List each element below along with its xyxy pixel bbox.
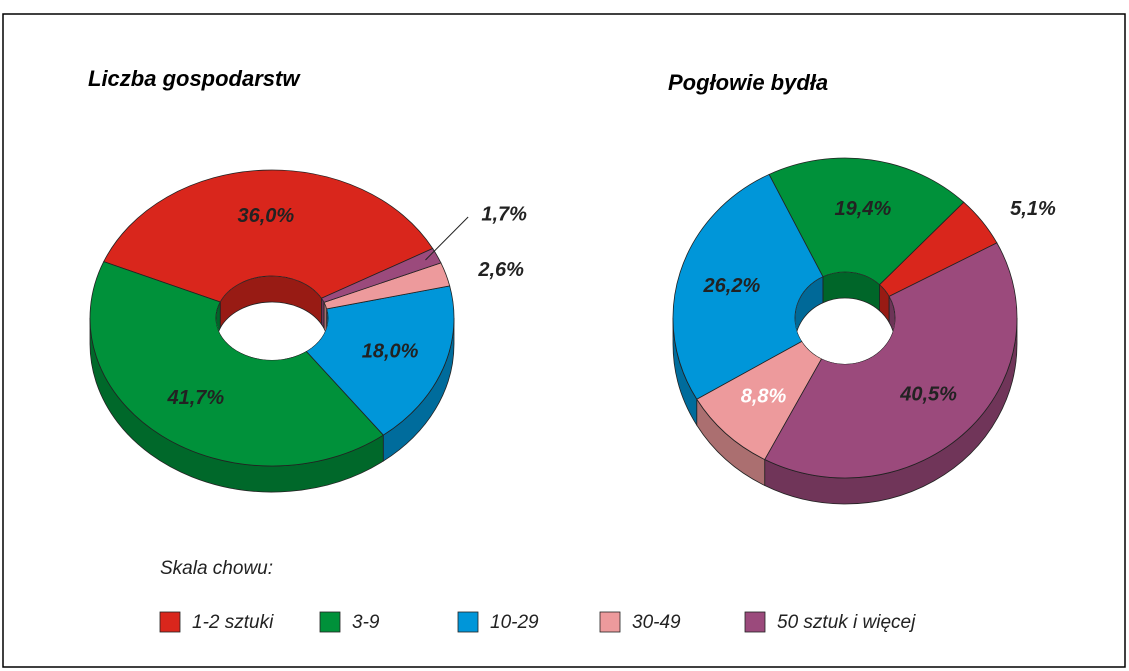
legend-label: 10-29 [490,612,539,633]
inner-walls [216,276,328,360]
inner-wall [321,297,325,329]
value-label: 5,1% [1010,198,1056,220]
inner-wall [795,276,824,345]
value-label: 18,0% [362,341,419,363]
value-label: 1,7% [481,203,527,225]
slices [672,157,1018,479]
value-label: 2,6% [477,259,524,281]
legend-label: 50 sztuk i więcej [777,612,916,633]
inner-walls [795,272,895,364]
value-label: 36,0% [238,205,295,227]
value-label: 8,8% [741,386,787,408]
frame [2,13,1126,668]
chart-title: Pogłowie bydła [668,70,828,95]
value-label: 19,4% [835,198,892,220]
legend-label: 3-9 [352,612,380,633]
chart-title: Liczba gospodarstw [88,66,301,91]
value-label: 40,5% [899,384,957,406]
leader-line [425,216,469,261]
value-label: 41,7% [166,387,224,409]
legend-label: 30-49 [632,612,681,633]
value-label: 26,2% [703,275,761,297]
legend-label: 1-2 sztuki [192,612,274,633]
legend-swatch [744,611,766,633]
legend-title: Skala chowu: [160,558,273,579]
legend-swatch [599,611,621,633]
legend-swatch [159,611,181,633]
legend-swatch [319,611,341,633]
slices [89,169,455,467]
legend-swatch [457,611,479,633]
